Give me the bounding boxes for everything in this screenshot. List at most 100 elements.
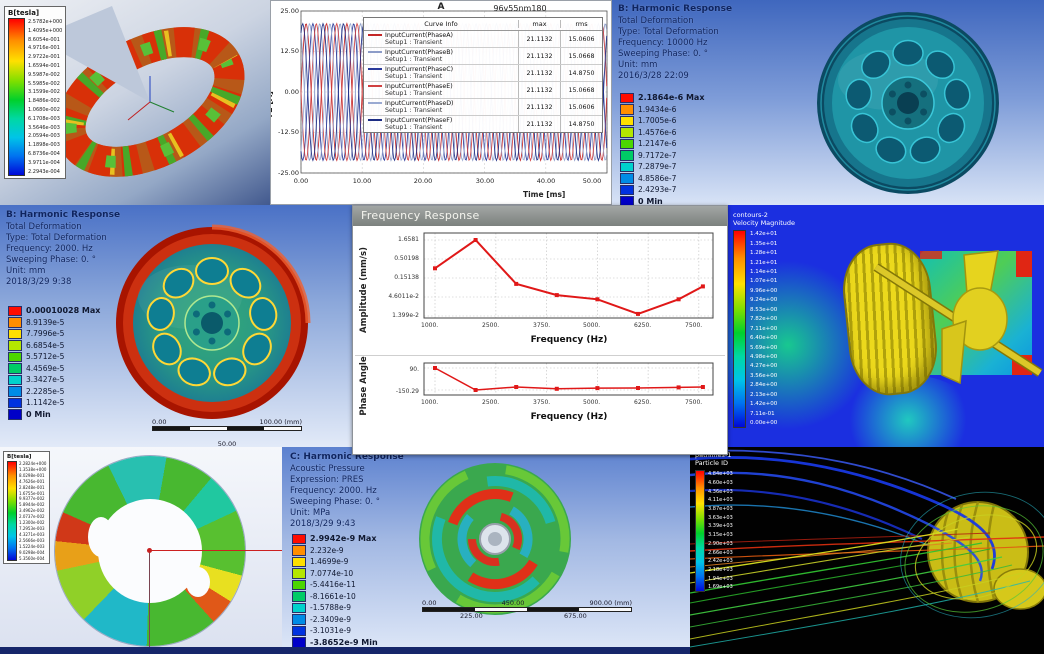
legend-value: 1.3538e+000 bbox=[19, 466, 47, 472]
legend-value: 1.69e+03 bbox=[708, 584, 733, 591]
colorbar-swatch bbox=[620, 92, 634, 103]
legend-value: 9.9377e-002 bbox=[19, 496, 45, 502]
legend-value: 1.4095e+000 bbox=[28, 27, 63, 34]
series-rms: 15.0606 bbox=[560, 99, 602, 115]
legend-row: InputCurrent(PhaseE) Setup1 : Transient … bbox=[364, 82, 602, 99]
panel-transient-currents: A 96v55nm180 Y1 [A] 25.00 12.50 0.00 -12… bbox=[270, 0, 612, 205]
x-tick: 30.00 bbox=[475, 177, 495, 185]
series-color-dash bbox=[368, 51, 382, 53]
series-rms: 14.8750 bbox=[560, 65, 602, 81]
window-titlebar[interactable]: Frequency Response bbox=[353, 206, 727, 226]
y-axis-label: Y1 [A] bbox=[270, 91, 274, 119]
colorbar-row: 4.8586e-7 bbox=[620, 173, 705, 185]
legend-value: 9.24e+00 bbox=[750, 297, 778, 304]
legend-value: 4.36e+03 bbox=[708, 488, 733, 495]
plot-window-label: A bbox=[437, 2, 445, 12]
legend-value: 3.9711e-004 bbox=[28, 159, 60, 166]
series-setup: Setup1 : Transient bbox=[385, 73, 443, 80]
colorbar-value: 3.3427e-5 bbox=[26, 375, 65, 385]
x-tick: 20.00 bbox=[413, 177, 433, 185]
amp-x-axis-label: Frequency (Hz) bbox=[530, 335, 608, 345]
ring-center-blob bbox=[88, 517, 114, 557]
legend-col-max: max bbox=[518, 20, 560, 28]
ruler-bar bbox=[422, 607, 632, 612]
legend-value: 2.66e+03 bbox=[708, 549, 733, 556]
amp-x-tick: 2500. bbox=[482, 322, 500, 329]
legend-value: 2.90e+03 bbox=[708, 540, 733, 547]
legend-value: 1.28e+01 bbox=[750, 250, 778, 257]
result-header-line: Expression: PRES bbox=[290, 474, 364, 485]
y-tick: 12.50 bbox=[280, 47, 299, 55]
colorbar-value: 0.00010028 Max bbox=[26, 306, 101, 316]
legend-value: 2.0594e-003 bbox=[28, 133, 60, 140]
legend-col-rms: rms bbox=[560, 20, 602, 28]
result-header-line: Sweeping Phase: 0. ° bbox=[290, 496, 381, 507]
legend-row: InputCurrent(PhaseC) Setup1 : Transient … bbox=[364, 65, 602, 82]
colorbar-row: 0.00010028 Max bbox=[8, 305, 100, 317]
series-color-dash bbox=[368, 68, 382, 70]
legend-value: 1.8486e-002 bbox=[28, 98, 60, 105]
x-tick: 40.00 bbox=[536, 177, 556, 185]
crosshair-horizontal bbox=[150, 550, 282, 551]
legend-value: 2.5782e+000 bbox=[28, 19, 63, 25]
result-header-line: Sweeping Phase: 0. ° bbox=[6, 254, 97, 265]
colorbar-row: -5.4416e-11 bbox=[292, 579, 378, 591]
legend-value: 3.87e+03 bbox=[708, 506, 733, 513]
legend-value: 4.27e+00 bbox=[750, 363, 778, 370]
colorbar-swatch bbox=[8, 305, 22, 316]
y-tick: -12.50 bbox=[278, 128, 299, 136]
panel-harmonic-10000: B: Harmonic Response Total Deformation Typ… bbox=[612, 0, 1044, 205]
colorbar-swatch bbox=[620, 196, 634, 205]
legend-value: 3.63e+03 bbox=[708, 514, 733, 521]
legend-value: 1.35e+01 bbox=[750, 240, 778, 247]
deformed-wheel-illustration bbox=[817, 12, 999, 194]
colorbar-value: 1.1142e-5 bbox=[26, 398, 65, 408]
colorbar-row: -8.1661e-10 bbox=[292, 591, 378, 603]
legend-value: 5.69e+00 bbox=[750, 344, 778, 351]
colorbar-value: -2.3409e-9 bbox=[310, 614, 352, 624]
colorbar-swatch bbox=[292, 614, 306, 625]
legend-value: 4.3271e-003 bbox=[19, 531, 45, 537]
colorbar-row: 0 Min bbox=[620, 196, 705, 205]
deformed-wheel-illustration bbox=[116, 224, 311, 419]
field-legend: B[tesla] 2.2824e+000 1.3538e+000 8.0298e-0… bbox=[3, 451, 51, 565]
colorbar-value: -5.4416e-11 bbox=[310, 580, 356, 590]
legend-value: 2.18e+03 bbox=[708, 566, 733, 573]
panel-maxwell-torus: B[tesla] 2.5782e+000 1.4095e+000 8.6054e-0… bbox=[0, 0, 270, 205]
colorbar-value: 4.8586e-7 bbox=[638, 173, 677, 183]
x-tick: 50.00 bbox=[582, 177, 602, 185]
colorbar-value: 7.2879e-7 bbox=[638, 162, 677, 172]
legend-value: 2.8248e-001 bbox=[19, 484, 45, 490]
series-name: InputCurrent(PhaseF) bbox=[385, 117, 453, 124]
colorbar-swatch bbox=[292, 625, 306, 636]
colorbar-swatch bbox=[8, 328, 22, 339]
curve-info-legend: Curve Info max rms InputCurrent(PhaseA) … bbox=[363, 17, 603, 133]
colorbar-row: 1.4699e-9 bbox=[292, 556, 378, 568]
result-header-line: Frequency: 10000 Hz bbox=[618, 37, 708, 48]
colorbar-swatch bbox=[292, 556, 306, 567]
colorbar-value: -8.1661e-10 bbox=[310, 591, 356, 601]
colorbar-value: 2.1864e-6 Max bbox=[638, 93, 705, 103]
amplitude-chart bbox=[423, 232, 714, 319]
series-setup: Setup1 : Transient bbox=[385, 90, 443, 97]
series-setup: Setup1 : Transient bbox=[385, 39, 443, 46]
legend-value: 4.84e+03 bbox=[708, 471, 733, 478]
colorbar-row: 4.4569e-5 bbox=[8, 363, 100, 375]
colorbar-value: 7.7996e-5 bbox=[26, 329, 65, 339]
window-bottom-edge bbox=[0, 647, 690, 654]
x-axis-label: Time [ms] bbox=[523, 190, 566, 199]
result-header-line: B: Harmonic Response bbox=[6, 210, 121, 220]
colorbar-swatch bbox=[620, 104, 634, 115]
phase-x-tick: 2500. bbox=[482, 399, 500, 406]
colorbar-value: 1.7005e-6 bbox=[638, 116, 677, 126]
legend-value: 2.42e+03 bbox=[708, 558, 733, 565]
legend-value: 1.21e+01 bbox=[750, 259, 778, 266]
series-rms: 14.8750 bbox=[560, 116, 602, 132]
colorbar-swatch bbox=[292, 602, 306, 613]
crosshair-vertical bbox=[149, 551, 150, 651]
phase-x-axis-label: Frequency (Hz) bbox=[530, 412, 608, 422]
phase-axis-label: Phase Angle bbox=[359, 356, 369, 416]
colorbar-row: -1.5788e-9 bbox=[292, 602, 378, 614]
window-title: Frequency Response bbox=[361, 209, 480, 222]
